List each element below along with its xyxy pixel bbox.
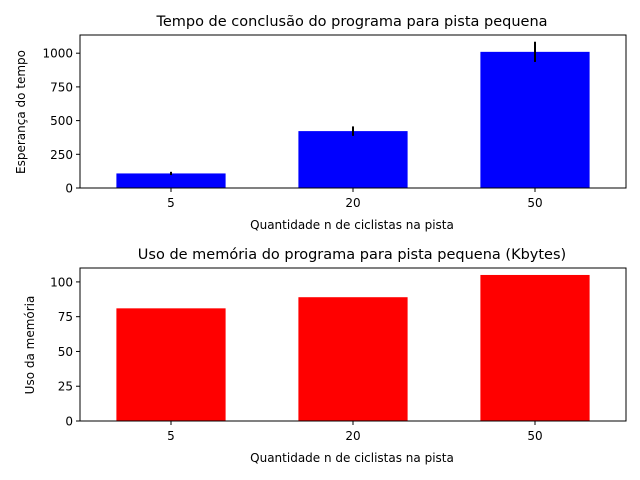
time-chart: Tempo de conclusão do programa para pist… [14, 14, 627, 232]
time-chart-ytick-label-750: 750 [50, 80, 73, 94]
memory-chart-ylabel: Uso da memória [23, 296, 37, 395]
time-chart-xlabel: Quantidade n de ciclistas na pista [250, 218, 454, 232]
time-chart-xtick-label-50: 50 [527, 196, 542, 210]
memory-chart-ytick-label-75: 75 [58, 310, 73, 324]
memory-chart-title: Uso de memória do programa para pista pe… [138, 247, 566, 263]
time-chart-ytick-label-1000: 1000 [42, 47, 73, 61]
time-chart-ytick-label-250: 250 [50, 148, 73, 162]
time-chart-ylabel: Esperança do tempo [14, 50, 28, 174]
time-chart-xtick-label-20: 20 [345, 196, 360, 210]
memory-chart-ytick-label-25: 25 [58, 380, 73, 394]
memory-chart-xtick-label-50: 50 [527, 429, 542, 443]
time-chart-bar-20 [298, 131, 408, 188]
time-chart-bar-50 [480, 51, 590, 188]
time-chart-bar-5 [116, 173, 226, 188]
memory-chart-bar-20 [298, 297, 408, 421]
memory-chart-xtick-label-5: 5 [167, 429, 175, 443]
time-chart-xtick-label-5: 5 [167, 196, 175, 210]
memory-chart-xtick-label-20: 20 [345, 429, 360, 443]
memory-chart-bar-50 [480, 274, 590, 421]
time-chart-ytick-label-0: 0 [65, 182, 73, 196]
memory-chart-ytick-label-100: 100 [50, 275, 73, 289]
memory-chart-ytick-label-50: 50 [58, 345, 73, 359]
memory-chart: Uso de memória do programa para pista pe… [23, 247, 627, 465]
memory-chart-bar-5 [116, 308, 226, 421]
time-chart-title: Tempo de conclusão do programa para pist… [155, 14, 547, 30]
memory-chart-ytick-label-0: 0 [65, 415, 73, 429]
memory-chart-xlabel: Quantidade n de ciclistas na pista [250, 451, 454, 465]
time-chart-ytick-label-500: 500 [50, 114, 73, 128]
